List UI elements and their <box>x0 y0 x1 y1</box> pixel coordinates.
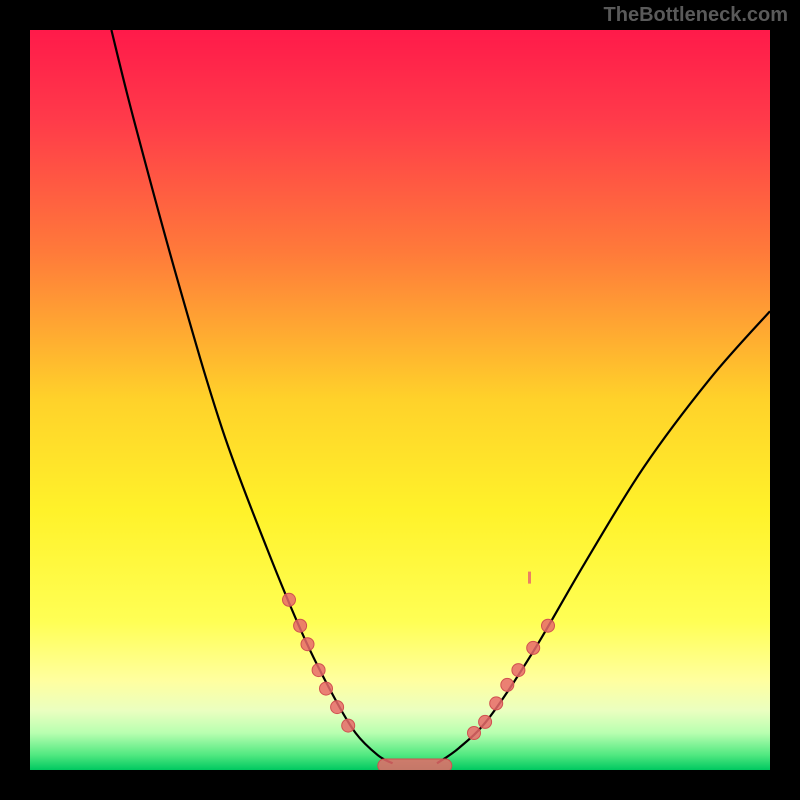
marker-dot <box>512 664 525 677</box>
marker-dot <box>320 682 333 695</box>
marker-dot <box>312 664 325 677</box>
plot-area <box>30 30 770 770</box>
marker-dot <box>479 715 492 728</box>
marker-dot <box>331 701 344 714</box>
chart-svg <box>30 30 770 770</box>
bottom-marker-bar <box>378 759 452 770</box>
watermark-text: TheBottleneck.com <box>604 4 788 27</box>
curve-left <box>111 30 392 763</box>
marker-dot <box>490 697 503 710</box>
marker-dot <box>527 641 540 654</box>
marker-dot <box>542 619 555 632</box>
marker-dot <box>468 727 481 740</box>
marker-dot <box>301 638 314 651</box>
marker-dot <box>283 593 296 606</box>
marker-dot <box>342 719 355 732</box>
marker-dot <box>294 619 307 632</box>
canvas-outer: TheBottleneck.com <box>0 0 800 800</box>
curve-right <box>437 311 770 763</box>
marker-dot <box>501 678 514 691</box>
